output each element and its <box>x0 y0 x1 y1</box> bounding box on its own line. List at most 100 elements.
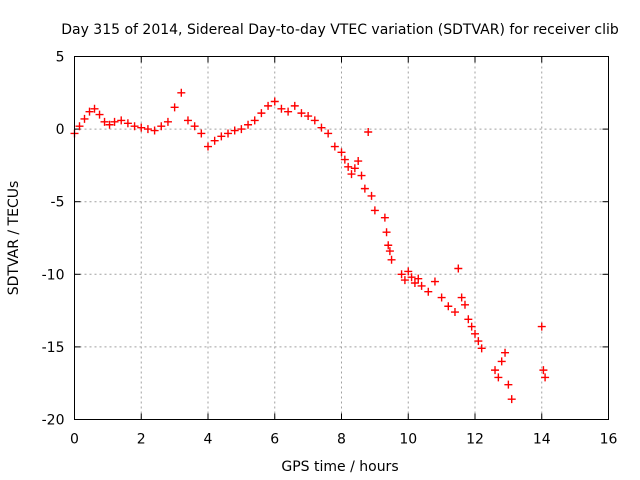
data-point <box>237 125 246 134</box>
data-point <box>270 97 279 106</box>
x-axis-label: GPS time / hours <box>281 459 398 475</box>
data-point <box>337 148 346 157</box>
data-point <box>324 129 333 138</box>
data-point <box>387 255 396 264</box>
data-point <box>244 120 253 129</box>
data-point <box>157 122 166 131</box>
data-point <box>397 270 406 279</box>
data-point <box>130 122 139 131</box>
data-point <box>541 373 550 382</box>
data-point <box>501 348 510 357</box>
data-point <box>539 366 548 375</box>
data-point <box>85 107 94 116</box>
data-point <box>450 308 459 317</box>
data-point <box>183 116 192 125</box>
data-point <box>340 155 349 164</box>
data-point <box>454 264 463 273</box>
data-point <box>471 329 479 338</box>
data-point <box>217 132 226 141</box>
data-point <box>317 123 326 132</box>
y-tick-label: 5 <box>56 50 65 66</box>
data-point <box>297 109 306 118</box>
plot-frame <box>74 56 609 420</box>
data-point <box>197 129 206 138</box>
data-point <box>224 129 233 138</box>
y-axis-label: SDTVAR / TECUs <box>6 181 22 296</box>
grid <box>74 56 609 420</box>
data-point <box>100 117 109 126</box>
data-point <box>257 109 266 118</box>
data-point <box>457 293 466 302</box>
data-point <box>414 274 423 283</box>
data-point <box>284 107 293 116</box>
x-tick-label: 8 <box>337 432 346 448</box>
data-point <box>95 110 104 119</box>
data-point <box>382 228 391 237</box>
data-point <box>404 267 413 276</box>
x-tick-label: 6 <box>270 432 279 448</box>
data-point <box>177 88 186 97</box>
x-tick-label: 2 <box>137 432 146 448</box>
data-point <box>494 373 503 382</box>
x-tick-label: 0 <box>70 432 79 448</box>
data-point <box>477 344 486 353</box>
data-point <box>117 116 126 125</box>
data-point <box>491 366 500 375</box>
data-point <box>123 119 132 128</box>
y-tick-label: -10 <box>42 267 65 283</box>
data-point <box>190 122 199 131</box>
data-point <box>385 247 394 256</box>
data-point <box>304 112 313 121</box>
data-point <box>467 322 476 331</box>
data-point <box>437 293 446 302</box>
data-point <box>150 126 159 135</box>
data-point <box>370 206 379 215</box>
data-point <box>143 125 152 134</box>
data-point <box>110 117 119 126</box>
data-point <box>330 142 339 151</box>
data-point <box>380 213 389 222</box>
data-point <box>75 122 84 131</box>
data-point <box>464 315 473 324</box>
data-point <box>250 116 259 125</box>
data-point <box>364 128 373 137</box>
data-point <box>400 276 409 285</box>
data-point <box>430 277 439 286</box>
data-point <box>170 103 179 112</box>
data-point <box>290 101 299 110</box>
data-point <box>360 184 369 193</box>
data-point <box>407 273 416 282</box>
data-point <box>497 357 506 366</box>
data-point <box>204 142 212 151</box>
data-point <box>80 114 89 123</box>
data-point <box>230 126 239 135</box>
data-point <box>384 241 393 250</box>
data-point <box>137 123 146 132</box>
y-tick-label: -15 <box>42 340 65 356</box>
data-point <box>474 337 483 346</box>
x-tick-label: 12 <box>466 432 484 448</box>
data-point <box>277 104 286 113</box>
data-point <box>507 395 516 404</box>
data-point <box>90 104 99 113</box>
data-point <box>410 279 419 288</box>
chart-title: Day 315 of 2014, Sidereal Day-to-day VTE… <box>61 22 619 38</box>
data-point <box>105 120 114 129</box>
x-tick-label: 14 <box>533 432 551 448</box>
data-point <box>163 117 172 126</box>
x-tick-label: 10 <box>399 432 417 448</box>
data-point <box>264 101 273 110</box>
data-point <box>354 157 363 166</box>
data-points <box>70 88 550 404</box>
data-point <box>367 191 376 200</box>
data-point <box>310 116 319 125</box>
y-tick-label: 0 <box>56 122 65 138</box>
data-point <box>424 287 433 296</box>
data-point <box>460 300 469 309</box>
data-point <box>347 170 356 179</box>
data-point <box>357 171 366 180</box>
data-point <box>537 322 546 331</box>
x-tick-label: 16 <box>600 432 618 448</box>
data-point <box>210 136 219 145</box>
